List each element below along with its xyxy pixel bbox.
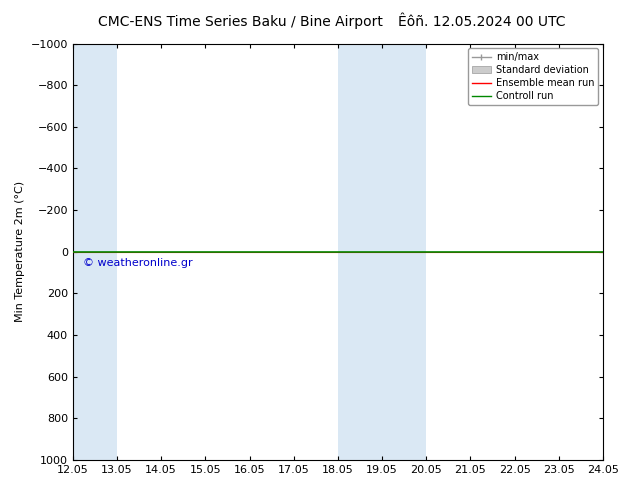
Bar: [382, 44, 426, 460]
Y-axis label: Min Temperature 2m (°C): Min Temperature 2m (°C): [15, 181, 25, 322]
Legend: min/max, Standard deviation, Ensemble mean run, Controll run: min/max, Standard deviation, Ensemble me…: [468, 49, 598, 105]
Bar: [73, 44, 117, 460]
Text: CMC-ENS Time Series Baku / Bine Airport: CMC-ENS Time Series Baku / Bine Airport: [98, 15, 384, 29]
Text: © weatheronline.gr: © weatheronline.gr: [84, 258, 193, 268]
Text: Êôñ. 12.05.2024 00 UTC: Êôñ. 12.05.2024 00 UTC: [398, 15, 566, 29]
Bar: [338, 44, 382, 460]
